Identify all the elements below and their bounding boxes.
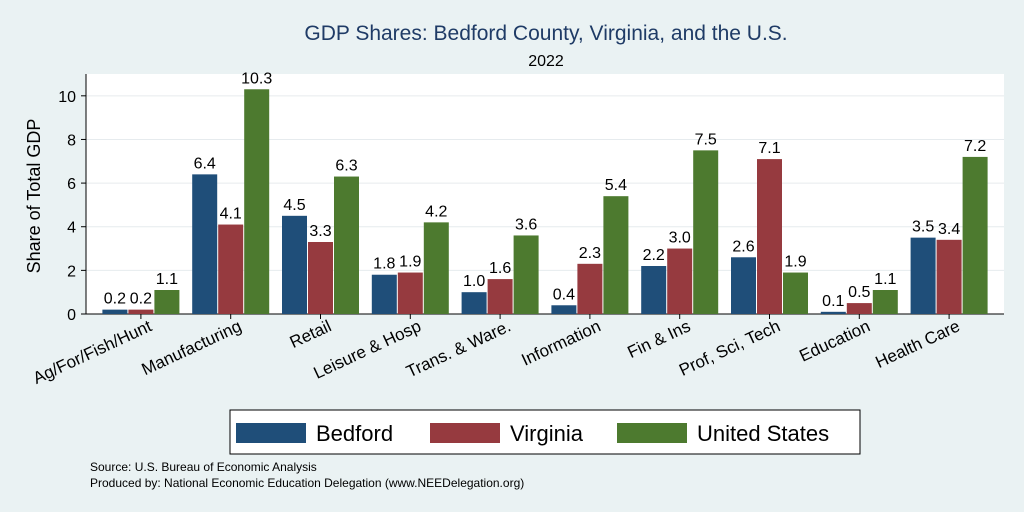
x-tick-label: Information xyxy=(518,316,603,369)
data-label: 2.3 xyxy=(579,245,601,262)
data-label: 6.4 xyxy=(194,155,216,172)
data-label: 3.6 xyxy=(515,216,537,233)
bar xyxy=(192,174,218,314)
data-label: 3.5 xyxy=(912,219,934,236)
legend-swatch-virginia xyxy=(430,423,500,443)
data-label: 6.3 xyxy=(335,158,357,175)
data-label: 2.2 xyxy=(643,247,665,264)
bars xyxy=(102,89,988,314)
x-tick-label: Retail xyxy=(287,316,334,352)
y-tick-label: 2 xyxy=(67,263,76,280)
bar xyxy=(128,309,154,314)
legend-label-bedford: Bedford xyxy=(316,421,393,446)
bar xyxy=(577,263,603,314)
bar xyxy=(334,176,359,314)
bar xyxy=(218,224,244,314)
source-note: Source: U.S. Bureau of Economic Analysis xyxy=(90,460,317,474)
data-label: 7.5 xyxy=(695,131,717,148)
bar xyxy=(962,156,988,314)
data-label: 10.3 xyxy=(241,70,272,87)
data-label: 1.1 xyxy=(156,271,178,288)
y-tick-label: 4 xyxy=(67,220,76,237)
bar xyxy=(872,290,898,314)
x-tick-label: Manufacturing xyxy=(139,316,245,379)
data-label: 4.1 xyxy=(220,206,242,223)
data-label: 3.0 xyxy=(669,230,691,247)
data-label: 0.2 xyxy=(130,291,152,308)
legend-swatch-united-states xyxy=(617,423,687,443)
y-axis-ticks: 0 2 4 6 8 10 xyxy=(58,89,86,324)
data-label: 0.2 xyxy=(104,291,126,308)
y-tick-label: 8 xyxy=(67,132,76,149)
data-label: 7.1 xyxy=(758,140,780,157)
bar xyxy=(487,279,513,314)
chart-subtitle: 2022 xyxy=(528,53,564,70)
bar xyxy=(783,272,808,314)
y-tick-label: 10 xyxy=(58,89,76,106)
y-tick-label: 0 xyxy=(67,307,76,324)
data-label: 7.2 xyxy=(964,138,986,155)
x-tick-label: Ag/For/Fish/Hunt xyxy=(30,316,155,388)
legend: Bedford Virginia United States xyxy=(229,409,861,455)
x-tick-label: Fin & Ins xyxy=(625,316,694,362)
x-tick-label: Education xyxy=(796,316,873,365)
data-label: 1.1 xyxy=(874,271,896,288)
legend-swatch-bedford xyxy=(236,423,306,443)
bar xyxy=(513,235,539,314)
x-tick-label: Health Care xyxy=(873,316,963,372)
data-label: 0.4 xyxy=(553,286,575,303)
y-tick-label: 6 xyxy=(67,176,76,193)
legend-label-virginia: Virginia xyxy=(510,421,584,446)
bar xyxy=(910,237,936,314)
bar xyxy=(371,274,397,314)
data-label: 1.9 xyxy=(399,254,421,271)
data-label: 2.6 xyxy=(732,238,754,255)
y-axis-label: Share of Total GDP xyxy=(24,119,44,274)
legend-label-united-states: United States xyxy=(697,421,829,446)
data-labels: 0.2 0.21.16.44.110.34.53.36.31.8 1.94.21.0… xyxy=(104,70,987,310)
chart-title: GDP Shares: Bedford County, Virginia, an… xyxy=(304,22,787,45)
bar xyxy=(102,309,128,314)
data-label: 1.6 xyxy=(489,260,511,277)
bar xyxy=(667,248,693,314)
bar xyxy=(461,292,487,314)
bar xyxy=(846,303,872,314)
bar xyxy=(936,239,962,314)
data-label: 1.9 xyxy=(784,254,806,271)
bar xyxy=(757,159,782,314)
data-label: 1.0 xyxy=(463,273,485,290)
bar xyxy=(820,311,846,314)
data-label: 5.4 xyxy=(605,177,627,194)
bar xyxy=(282,215,307,314)
bar xyxy=(154,290,180,314)
bar xyxy=(693,150,719,314)
bar xyxy=(551,305,577,314)
bar xyxy=(308,242,333,314)
bar xyxy=(731,257,756,314)
bar xyxy=(423,222,449,314)
data-label: 3.3 xyxy=(309,223,331,240)
x-tick-label: Prof, Sci, Tech xyxy=(676,316,783,379)
bar xyxy=(244,89,270,314)
data-label: 3.4 xyxy=(938,221,960,238)
bar xyxy=(603,196,629,314)
bar xyxy=(397,272,423,314)
data-label: 4.5 xyxy=(283,197,305,214)
data-label: 1.8 xyxy=(373,256,395,273)
data-label: 0.5 xyxy=(848,284,870,301)
data-label: 0.1 xyxy=(822,293,844,310)
legend-box xyxy=(229,409,861,455)
data-label: 4.2 xyxy=(425,203,447,220)
bar xyxy=(641,266,667,314)
produced-by-note: Produced by: National Economic Education… xyxy=(90,476,524,490)
